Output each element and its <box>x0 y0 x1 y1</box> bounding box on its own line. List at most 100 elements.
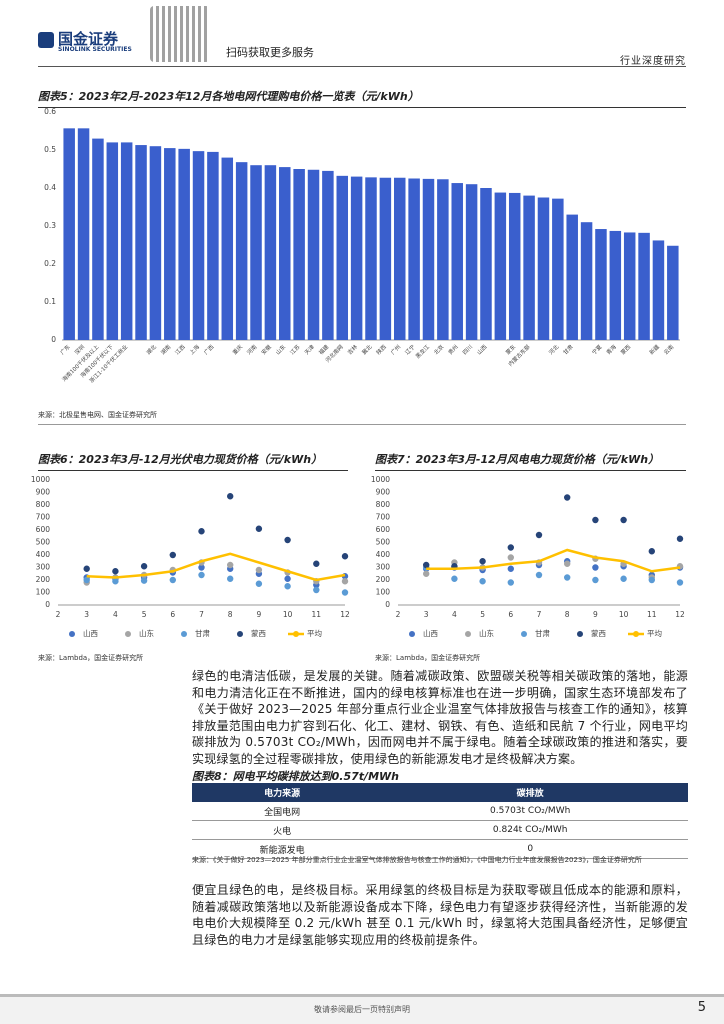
point <box>507 579 514 586</box>
source: 来源：北极星售电网、国金证券研究所 <box>38 411 157 419</box>
bar <box>264 165 277 340</box>
bar <box>322 170 334 340</box>
cell: 0.5703t CO₂/MWh <box>372 802 688 821</box>
x-tick-label: 7 <box>199 610 204 619</box>
point <box>535 531 543 539</box>
bar <box>63 128 75 340</box>
y-tick-label: 0 <box>45 600 50 609</box>
legend-label: 甘肃 <box>535 628 550 638</box>
bar <box>638 232 650 340</box>
legend-swatch <box>293 631 299 637</box>
point <box>507 544 514 551</box>
y-tick-label: 400 <box>36 550 51 559</box>
bar <box>537 197 550 340</box>
point <box>83 565 90 572</box>
page-number: 5 <box>697 1000 706 1015</box>
bar <box>293 169 305 340</box>
y-tick-label: 0.3 <box>44 221 56 230</box>
y-tick-label: 900 <box>376 488 391 497</box>
source: 来源：Lambda，国金证券研究所 <box>375 654 481 662</box>
bar <box>523 195 535 340</box>
x-tick-label: 安徽 <box>259 342 273 356</box>
x-tick-label: 广州 <box>389 343 402 356</box>
bar <box>149 146 162 340</box>
y-tick-label: 0 <box>51 335 56 344</box>
x-tick-label: 福建 <box>317 342 331 356</box>
legend-swatch <box>125 631 131 637</box>
point <box>255 566 263 574</box>
x-tick-label: 3 <box>424 610 429 619</box>
legend-label: 蒙西 <box>591 628 606 638</box>
y-tick-label: 200 <box>36 575 51 584</box>
legend-label: 蒙西 <box>251 628 266 638</box>
legend-label: 山西 <box>423 628 438 638</box>
bar <box>77 128 90 340</box>
y-tick-label: 300 <box>36 563 51 572</box>
bar <box>235 162 248 340</box>
x-tick-label: 深圳 <box>73 342 87 356</box>
x-tick-label: 重庆 <box>231 342 245 356</box>
source: 来源：Lambda，国金证券研究所 <box>38 654 144 662</box>
x-tick-label: 2 <box>396 610 401 619</box>
point <box>507 565 514 572</box>
bar <box>207 151 219 340</box>
point <box>341 553 349 560</box>
point <box>169 551 176 559</box>
point <box>592 564 599 571</box>
y-tick-label: 100 <box>376 588 391 597</box>
y-tick-label: 800 <box>376 500 391 509</box>
header-rule <box>38 66 686 67</box>
y-tick-label: 400 <box>376 550 391 559</box>
bar <box>336 175 349 340</box>
point <box>227 575 234 582</box>
point <box>140 563 148 570</box>
x-tick-label: 四川 <box>461 344 474 357</box>
bar <box>667 245 679 340</box>
x-tick-label: 湖北 <box>144 342 158 356</box>
x-tick-label: 广东 <box>58 342 72 356</box>
x-tick-label: 河北 <box>547 342 561 356</box>
chart-title: 图表6：2023年3月-12月光伏电力现货价格（元/kWh） <box>38 451 348 471</box>
y-tick-label: 700 <box>376 513 391 522</box>
y-tick-label: 1000 <box>371 475 390 484</box>
legend-swatch <box>633 631 639 637</box>
x-tick-label: 辽宁 <box>403 342 417 356</box>
point <box>198 528 205 535</box>
bar <box>595 229 607 340</box>
chart-title: 图表5：2023年2月-2023年12月各地电网代理购电价格一览表（元/kWh） <box>38 88 686 108</box>
cell: 新能源发电 <box>192 839 373 859</box>
x-tick-label: 湖南 <box>159 342 173 356</box>
qr-text: 扫码获取更多服务 <box>226 46 314 59</box>
x-tick-label: 北京 <box>432 342 446 356</box>
point <box>507 554 514 561</box>
bar <box>379 177 392 340</box>
point <box>423 570 430 577</box>
x-tick-label: 江苏 <box>288 342 302 356</box>
bar <box>437 179 449 340</box>
bar <box>221 157 234 340</box>
cell: 火电 <box>192 820 373 840</box>
legend-label: 山西 <box>83 628 98 638</box>
x-tick-label: 贵州 <box>446 343 459 356</box>
point <box>227 561 234 569</box>
point <box>341 578 349 585</box>
x-tick-label: 上海 <box>188 342 202 356</box>
point <box>341 589 349 596</box>
point <box>198 571 205 579</box>
charts: 00.10.20.30.40.50.6广东 深圳海南100千伏及以上海南100千伏… <box>31 107 685 638</box>
y-tick-label: 0.4 <box>44 183 56 192</box>
col-header: 碳排放 <box>372 783 688 802</box>
legend-swatch <box>465 631 471 637</box>
point <box>535 571 543 579</box>
point <box>284 575 291 582</box>
rule <box>38 424 686 425</box>
x-tick-label: 蒙东 <box>504 342 518 356</box>
point <box>620 516 627 524</box>
bar <box>580 222 593 340</box>
point <box>564 574 571 581</box>
logo-icon <box>38 32 54 48</box>
point <box>313 586 320 594</box>
point <box>648 576 655 584</box>
x-tick-label: 8 <box>228 610 233 619</box>
